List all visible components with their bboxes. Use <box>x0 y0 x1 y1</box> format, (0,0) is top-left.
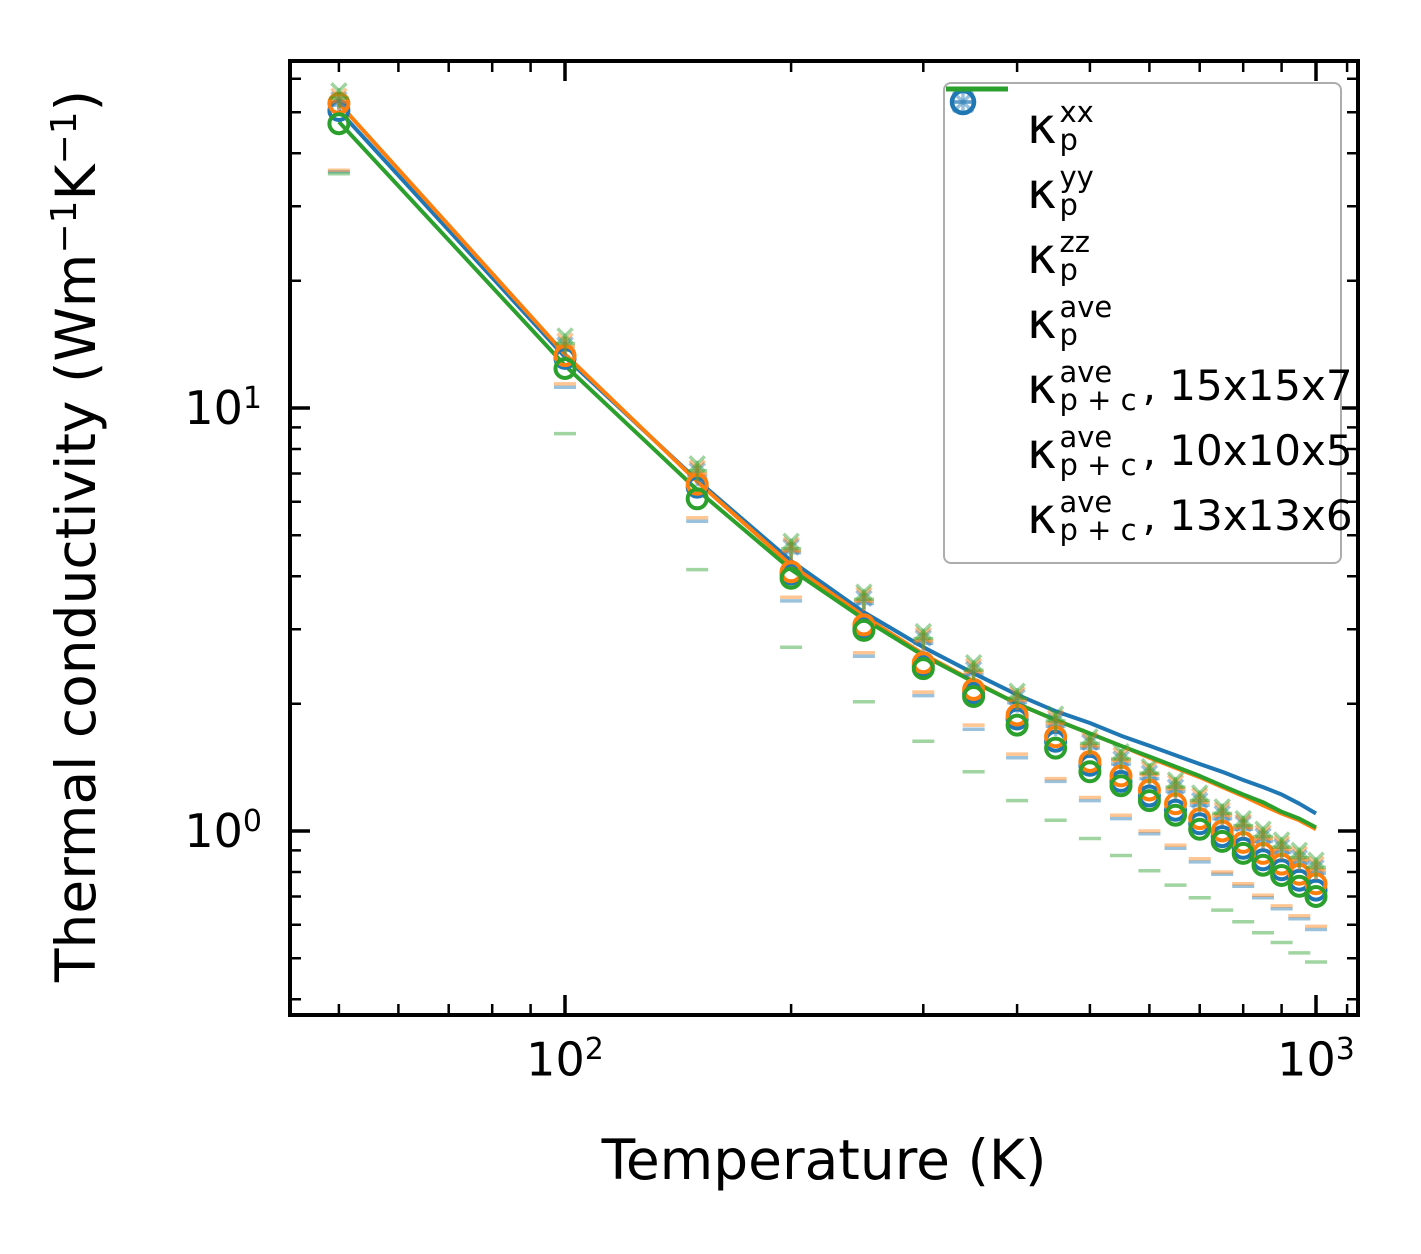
legend-label-kp-yy: κ yy p <box>1027 160 1094 223</box>
axis-ticks <box>290 61 1358 1015</box>
kappa-symbol: κ <box>1027 97 1057 156</box>
kappa-symbol: κ <box>1027 421 1057 480</box>
legend-entry-kpc-10x10x5: κ ave p + c , 10x10x5 <box>946 86 1353 483</box>
series-kp-ave-10x10x5 <box>327 91 1328 896</box>
y-axis-label: Thermal conductivity (Wm−1K−1) <box>44 90 108 982</box>
y-axis-label-text3: ) <box>44 89 109 112</box>
series-kp-yy-13x13x6 <box>330 82 1325 869</box>
series-kp+c-ave-15x15x7 <box>337 109 1318 816</box>
kappa-symbol: κ <box>1027 356 1057 415</box>
legend: κ xx p κ yy p κ zz p <box>943 82 1353 564</box>
x-tick-label-10e2: 102 <box>526 1032 604 1087</box>
legend-label-kp-xx: κ xx p <box>1027 95 1094 158</box>
axes-spines <box>288 59 1360 1017</box>
series-kp-zz-15x15x7 <box>327 169 1327 932</box>
x-tick-label-10e3: 103 <box>1277 1032 1355 1087</box>
y-axis-label-text2: K <box>44 164 109 201</box>
series-kp-zz-13x13x6 <box>327 171 1327 964</box>
y-axis-label-text: Thermal conductivity (Wm <box>44 253 109 983</box>
x-axis-label: Temperature (K) <box>601 1128 1047 1192</box>
y-axis-label-sup2: −1 <box>43 111 85 165</box>
legend-entry-kp-xx: κ xx p <box>950 89 1334 159</box>
series-kp-yy-10x10x5 <box>330 87 1325 874</box>
y-tick-label-10e1: 101 <box>184 380 262 436</box>
kappa-symbol: κ <box>1027 292 1057 350</box>
legend-label-kpc-13x13x6: κ ave p + c , 13x13x6 <box>1027 484 1353 547</box>
y-axis-label-sup1: −1 <box>43 200 85 254</box>
legend-label-kp-ave: κ ave p <box>1027 290 1113 352</box>
legend-label-kpc-15x15x7: κ ave p + c , 15x15x7 <box>1027 354 1353 417</box>
series-kp+c-ave-13x13x6 <box>337 120 1317 830</box>
legend-label-kp-zz: κ zz p <box>1027 225 1090 288</box>
legend-entry-kpc-15x15x7: κ ave p + c , 15x15x7 <box>946 86 1353 418</box>
kappa-symbol: κ <box>1027 486 1057 545</box>
kappa-symbol: κ <box>1027 162 1057 221</box>
series-kp-xx-13x13x6 <box>328 88 1326 878</box>
legend-label-kpc-10x10x5: κ ave p + c , 10x10x5 <box>1027 419 1353 482</box>
legend-entry-kp-ave: κ ave p <box>949 88 1334 354</box>
legend-entry-kpc-13x13x6: κ ave p + c , 13x13x6 <box>946 86 1353 548</box>
series-kp-ave-13x13x6 <box>327 112 1328 908</box>
legend-entry-kp-yy: κ yy p <box>951 90 1334 224</box>
series-kp-zz-10x10x5 <box>327 168 1327 929</box>
kappa-symbol: κ <box>1027 227 1057 286</box>
legend-entry-kp-zz: κ zz p <box>950 100 1334 289</box>
kp-scatter-markers <box>327 82 1328 964</box>
y-tick-label-10e0: 100 <box>184 803 262 859</box>
kpc-lines <box>337 102 1318 831</box>
